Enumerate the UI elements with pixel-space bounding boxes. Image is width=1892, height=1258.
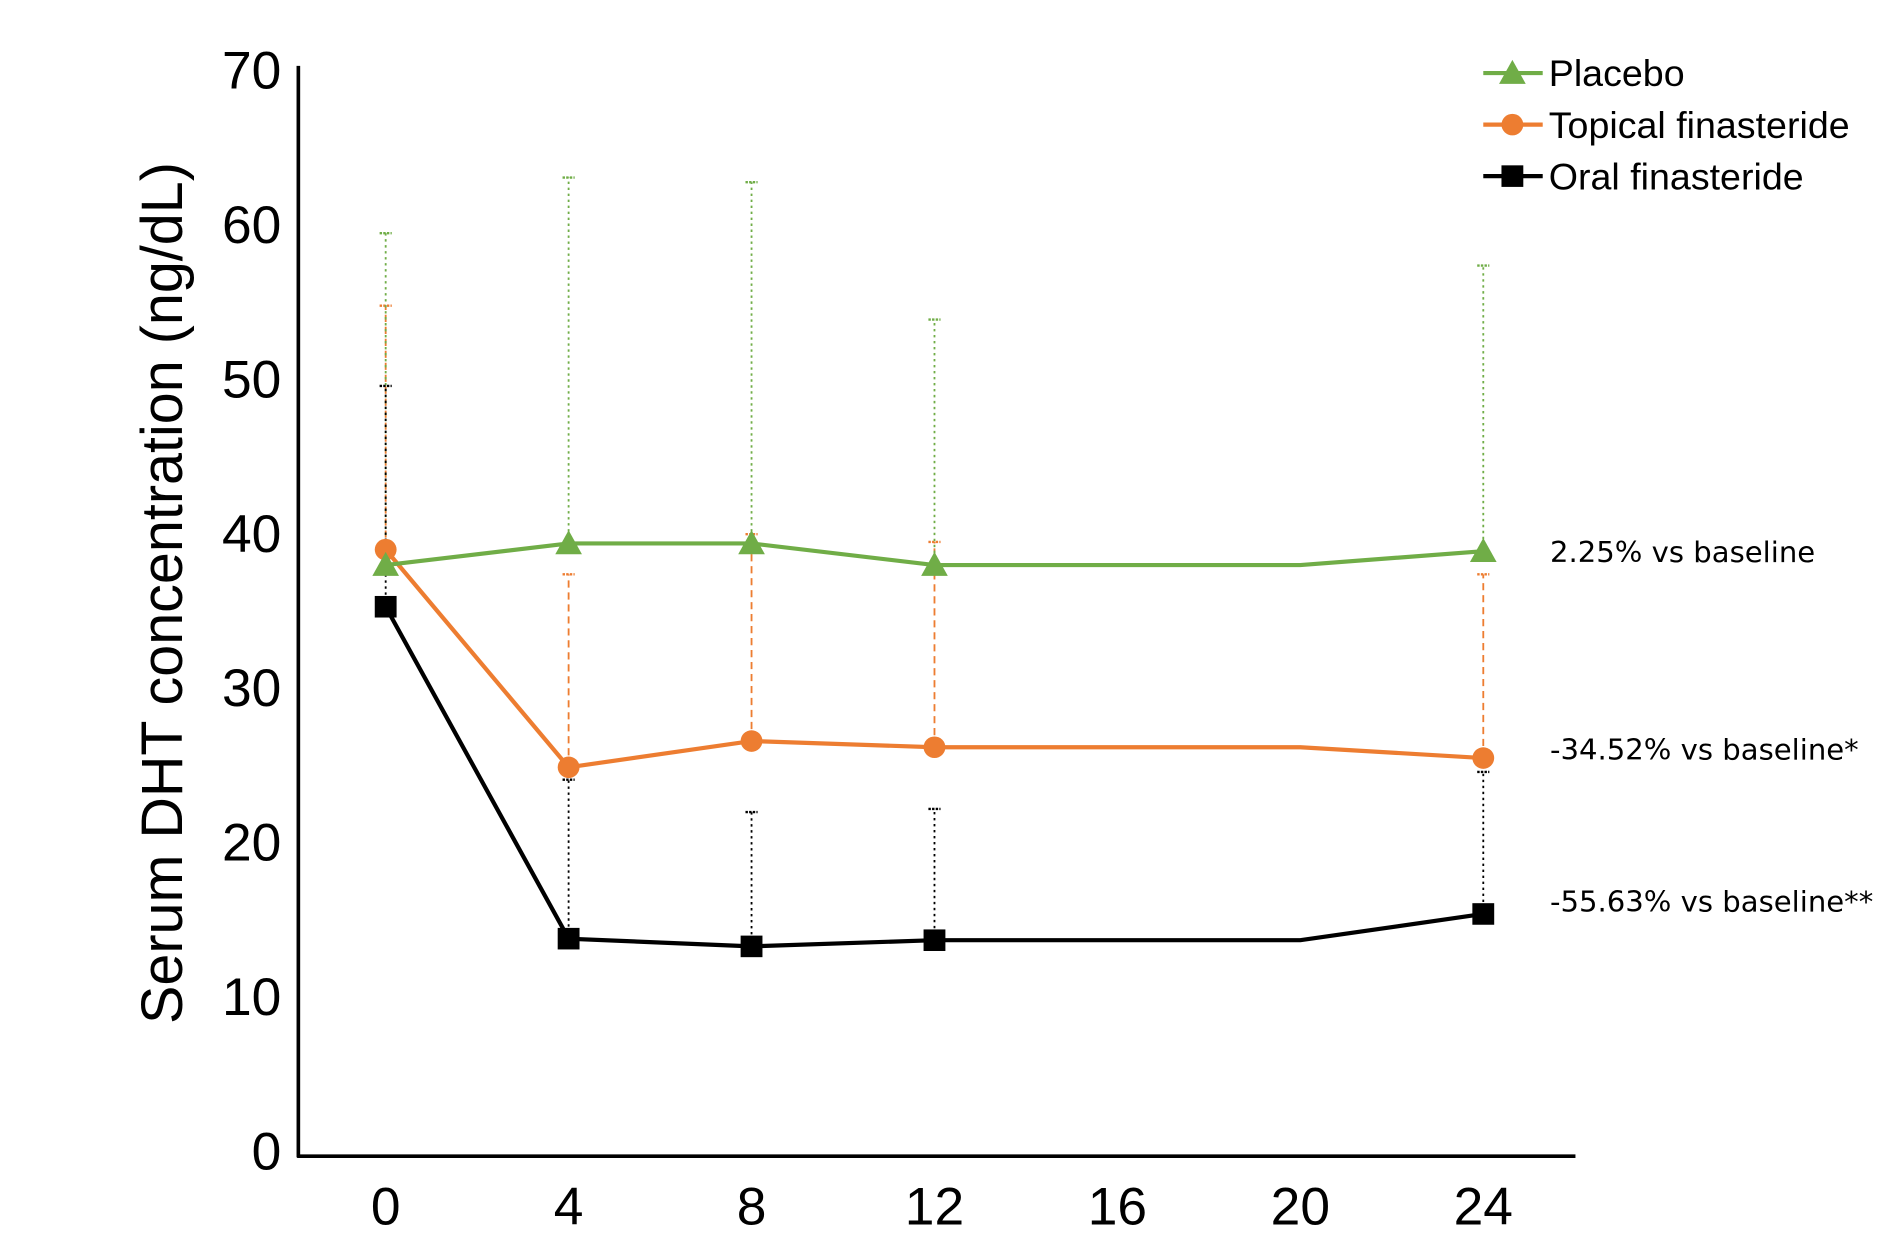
x-tick-label: 20 [1271, 1178, 1330, 1237]
x-tick-label: 16 [1088, 1178, 1147, 1237]
legend-marker-oral-finasteride [1501, 165, 1524, 187]
placebo-point [1469, 537, 1497, 562]
legend-marker-topical-finasteride [1501, 113, 1524, 136]
oral-finasteride-point [374, 595, 397, 618]
oral-finasteride-point [923, 929, 946, 951]
y-tick-label: 0 [252, 1123, 282, 1182]
x-tick-label: 0 [371, 1178, 401, 1237]
y-tick-label: 70 [222, 42, 281, 101]
oral-finasteride-annotation: -55.63% vs baseline** [1550, 885, 1873, 919]
x-tick-label: 8 [737, 1178, 767, 1237]
topical-finasteride-annotation: -34.52% vs baseline* [1550, 733, 1859, 767]
topical-finasteride-point [1472, 747, 1495, 769]
y-tick-label: 40 [222, 505, 281, 564]
x-tick-label: 12 [905, 1178, 964, 1237]
x-tick-label: 24 [1454, 1178, 1513, 1237]
legend: Placebo Topical finasteride Oral finasteri… [1483, 52, 1850, 198]
topical-finasteride-point [740, 730, 763, 752]
x-tick-labels: 0 4 8 12 16 20 24 [371, 1178, 1513, 1237]
placebo-point [738, 530, 765, 555]
y-tick-label: 60 [222, 196, 281, 255]
y-tick-label: 50 [222, 351, 281, 410]
y-tick-label: 30 [222, 659, 281, 718]
topical-finasteride-point [557, 756, 580, 779]
oral-finasteride-point [557, 927, 580, 950]
topical-finasteride-point [923, 736, 946, 759]
series-markers [372, 530, 1497, 958]
y-tick-label: 10 [222, 968, 281, 1027]
placebo-annotation: 2.25% vs baseline [1550, 535, 1815, 569]
oral-finasteride-point [740, 935, 763, 958]
placebo-point [372, 551, 400, 576]
placebo-point [921, 551, 948, 576]
y-tick-labels: 0 10 20 30 40 50 60 70 [222, 42, 281, 1181]
y-axis-label: Serum DHT concentration (ng/dL) [131, 162, 195, 1024]
oral-finasteride-point [1472, 903, 1495, 925]
legend-marker-placebo [1499, 59, 1526, 84]
legend-label-placebo: Placebo [1549, 52, 1685, 94]
legend-label-topical-finasteride: Topical finasteride [1549, 104, 1850, 146]
y-tick-label: 20 [222, 814, 281, 873]
placebo-point [555, 530, 582, 555]
topical-finasteride-point [374, 538, 397, 561]
legend-label-oral-finasteride: Oral finasteride [1549, 156, 1804, 198]
x-tick-label: 4 [554, 1178, 584, 1237]
annotations: -34.52% vs baseline* 2.25% vs baseline -55… [1550, 535, 1873, 919]
